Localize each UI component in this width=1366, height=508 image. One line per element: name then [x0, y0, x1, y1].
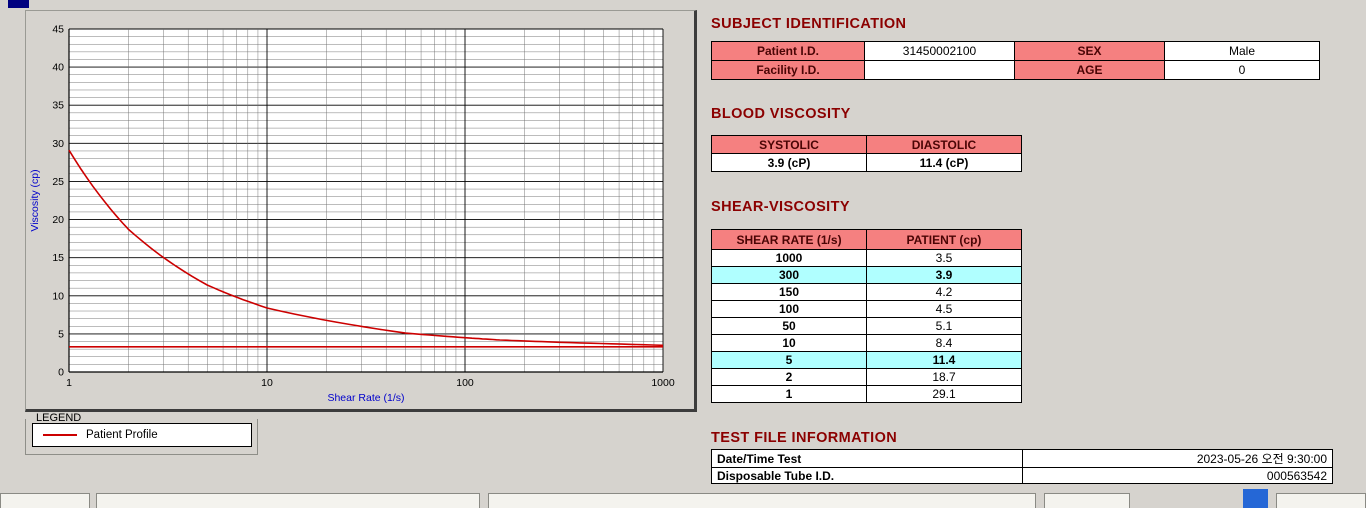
- svg-text:35: 35: [52, 100, 64, 112]
- test-file-table: Date/Time Test 2023-05-26 오전 9:30:00 Dis…: [711, 449, 1333, 484]
- legend-entry: Patient Profile: [32, 423, 252, 447]
- window-titlebar-fragment: [8, 0, 29, 8]
- shear-row: 1 29.1: [711, 385, 1022, 403]
- sex-value: Male: [1164, 41, 1320, 61]
- age-label: AGE: [1014, 60, 1165, 80]
- legend-box: Patient Profile: [25, 419, 258, 455]
- shear-row: 150 4.2: [711, 283, 1022, 301]
- shear-row: 1000 3.5: [711, 249, 1022, 267]
- patient-cp-cell: 18.7: [866, 368, 1022, 386]
- facility-id-value: [864, 60, 1015, 80]
- legend-caption: LEGEND: [32, 412, 86, 424]
- patient-cp-cell: 4.5: [866, 300, 1022, 318]
- svg-text:1000: 1000: [651, 377, 675, 389]
- patient-cp-cell: 29.1: [866, 385, 1022, 403]
- shear-rate-cell: 50: [711, 317, 867, 335]
- facility-id-label: Facility I.D.: [711, 60, 865, 80]
- shear-row: 100 4.5: [711, 300, 1022, 318]
- patient-id-label: Patient I.D.: [711, 41, 865, 61]
- patient-cp-cell: 3.5: [866, 249, 1022, 267]
- shear-row: 2 18.7: [711, 368, 1022, 386]
- shear-rate-cell: 100: [711, 300, 867, 318]
- svg-text:5: 5: [58, 328, 64, 340]
- table-row: 3.9 (cP) 11.4 (cP): [711, 153, 1022, 172]
- patient-cp-cell: 8.4: [866, 334, 1022, 352]
- patient-cp-cell: 11.4: [866, 351, 1022, 369]
- legend-series-label: Patient Profile: [86, 429, 158, 441]
- window-fragment[interactable]: [1044, 493, 1130, 508]
- subject-identification-table: Patient I.D. 31450002100 SEX Male Facili…: [711, 41, 1320, 80]
- date-time-test-label: Date/Time Test: [711, 449, 1023, 468]
- window-fragment[interactable]: [1276, 493, 1366, 508]
- date-time-test-value: 2023-05-26 오전 9:30:00: [1022, 449, 1333, 468]
- svg-text:10: 10: [261, 377, 273, 389]
- patient-cp-header: PATIENT (cp): [866, 229, 1022, 250]
- viscosity-chart: 0 5 10 15 20 25 30 35 40 45 1 10 100 1000 Shear Rate (…: [29, 24, 675, 405]
- svg-text:0: 0: [58, 367, 64, 379]
- shear-row: 10 8.4: [711, 334, 1022, 352]
- svg-text:15: 15: [52, 252, 64, 264]
- svg-text:1: 1: [66, 377, 72, 389]
- sex-label: SEX: [1014, 41, 1165, 61]
- shear-viscosity-table: SHEAR RATE (1/s) PATIENT (cp) 1000 3.5 300…: [711, 229, 1022, 403]
- viscosity-chart-panel: 0 5 10 15 20 25 30 35 40 45 1 10 100 1000 Shear Rate (…: [25, 10, 697, 412]
- shear-rate-header: SHEAR RATE (1/s): [711, 229, 867, 250]
- disposable-tube-id-label: Disposable Tube I.D.: [711, 467, 1023, 484]
- shear-rate-cell: 300: [711, 266, 867, 284]
- svg-text:20: 20: [52, 214, 64, 226]
- shear-rate-cell: 1: [711, 385, 867, 403]
- shear-rate-cell: 1000: [711, 249, 867, 267]
- diastolic-value: 11.4 (cP): [866, 153, 1022, 172]
- test-file-information-title: TEST FILE INFORMATION: [711, 430, 898, 446]
- shear-rate-cell: 2: [711, 368, 867, 386]
- svg-text:Viscosity (cp): Viscosity (cp): [29, 169, 41, 231]
- patient-id-value: 31450002100: [864, 41, 1015, 61]
- window-icon-fragment[interactable]: [1243, 489, 1268, 508]
- shear-row: 300 3.9: [711, 266, 1022, 284]
- svg-text:30: 30: [52, 138, 64, 150]
- window-fragment[interactable]: [0, 493, 90, 508]
- window-fragment[interactable]: [96, 493, 480, 508]
- diastolic-header: DIASTOLIC: [866, 135, 1022, 154]
- window-fragment[interactable]: [488, 493, 1036, 508]
- table-row: Disposable Tube I.D. 000563542: [711, 467, 1333, 484]
- table-row: Patient I.D. 31450002100 SEX Male: [711, 41, 1320, 61]
- svg-text:Shear Rate (1/s): Shear Rate (1/s): [327, 392, 404, 404]
- shear-rate-cell: 10: [711, 334, 867, 352]
- table-row: Date/Time Test 2023-05-26 오전 9:30:00: [711, 449, 1333, 468]
- svg-text:40: 40: [52, 62, 64, 74]
- shear-viscosity-title: SHEAR-VISCOSITY: [711, 199, 850, 215]
- shear-row: 5 11.4: [711, 351, 1022, 369]
- shear-table-body: 1000 3.5 300 3.9 150 4.2 100 4.5 50 5.1 10 8.4 5 11.4…: [711, 249, 1022, 403]
- systolic-value: 3.9 (cP): [711, 153, 867, 172]
- svg-text:100: 100: [456, 377, 474, 389]
- patient-cp-cell: 5.1: [866, 317, 1022, 335]
- shear-row: 50 5.1: [711, 317, 1022, 335]
- table-row: SYSTOLIC DIASTOLIC: [711, 135, 1022, 154]
- disposable-tube-id-value: 000563542: [1022, 467, 1333, 484]
- blood-viscosity-title: BLOOD VISCOSITY: [711, 106, 851, 122]
- shear-rate-cell: 5: [711, 351, 867, 369]
- age-value: 0: [1164, 60, 1320, 80]
- shear-rate-cell: 150: [711, 283, 867, 301]
- svg-text:25: 25: [52, 176, 64, 188]
- table-row: SHEAR RATE (1/s) PATIENT (cp): [711, 229, 1022, 250]
- blood-viscosity-table: SYSTOLIC DIASTOLIC 3.9 (cP) 11.4 (cP): [711, 135, 1022, 172]
- svg-text:10: 10: [52, 290, 64, 302]
- systolic-header: SYSTOLIC: [711, 135, 867, 154]
- patient-profile-line-swatch: [43, 434, 77, 436]
- patient-cp-cell: 4.2: [866, 283, 1022, 301]
- svg-text:45: 45: [52, 24, 64, 36]
- subject-identification-title: SUBJECT IDENTIFICATION: [711, 16, 907, 32]
- table-row: Facility I.D. AGE 0: [711, 60, 1320, 80]
- patient-cp-cell: 3.9: [866, 266, 1022, 284]
